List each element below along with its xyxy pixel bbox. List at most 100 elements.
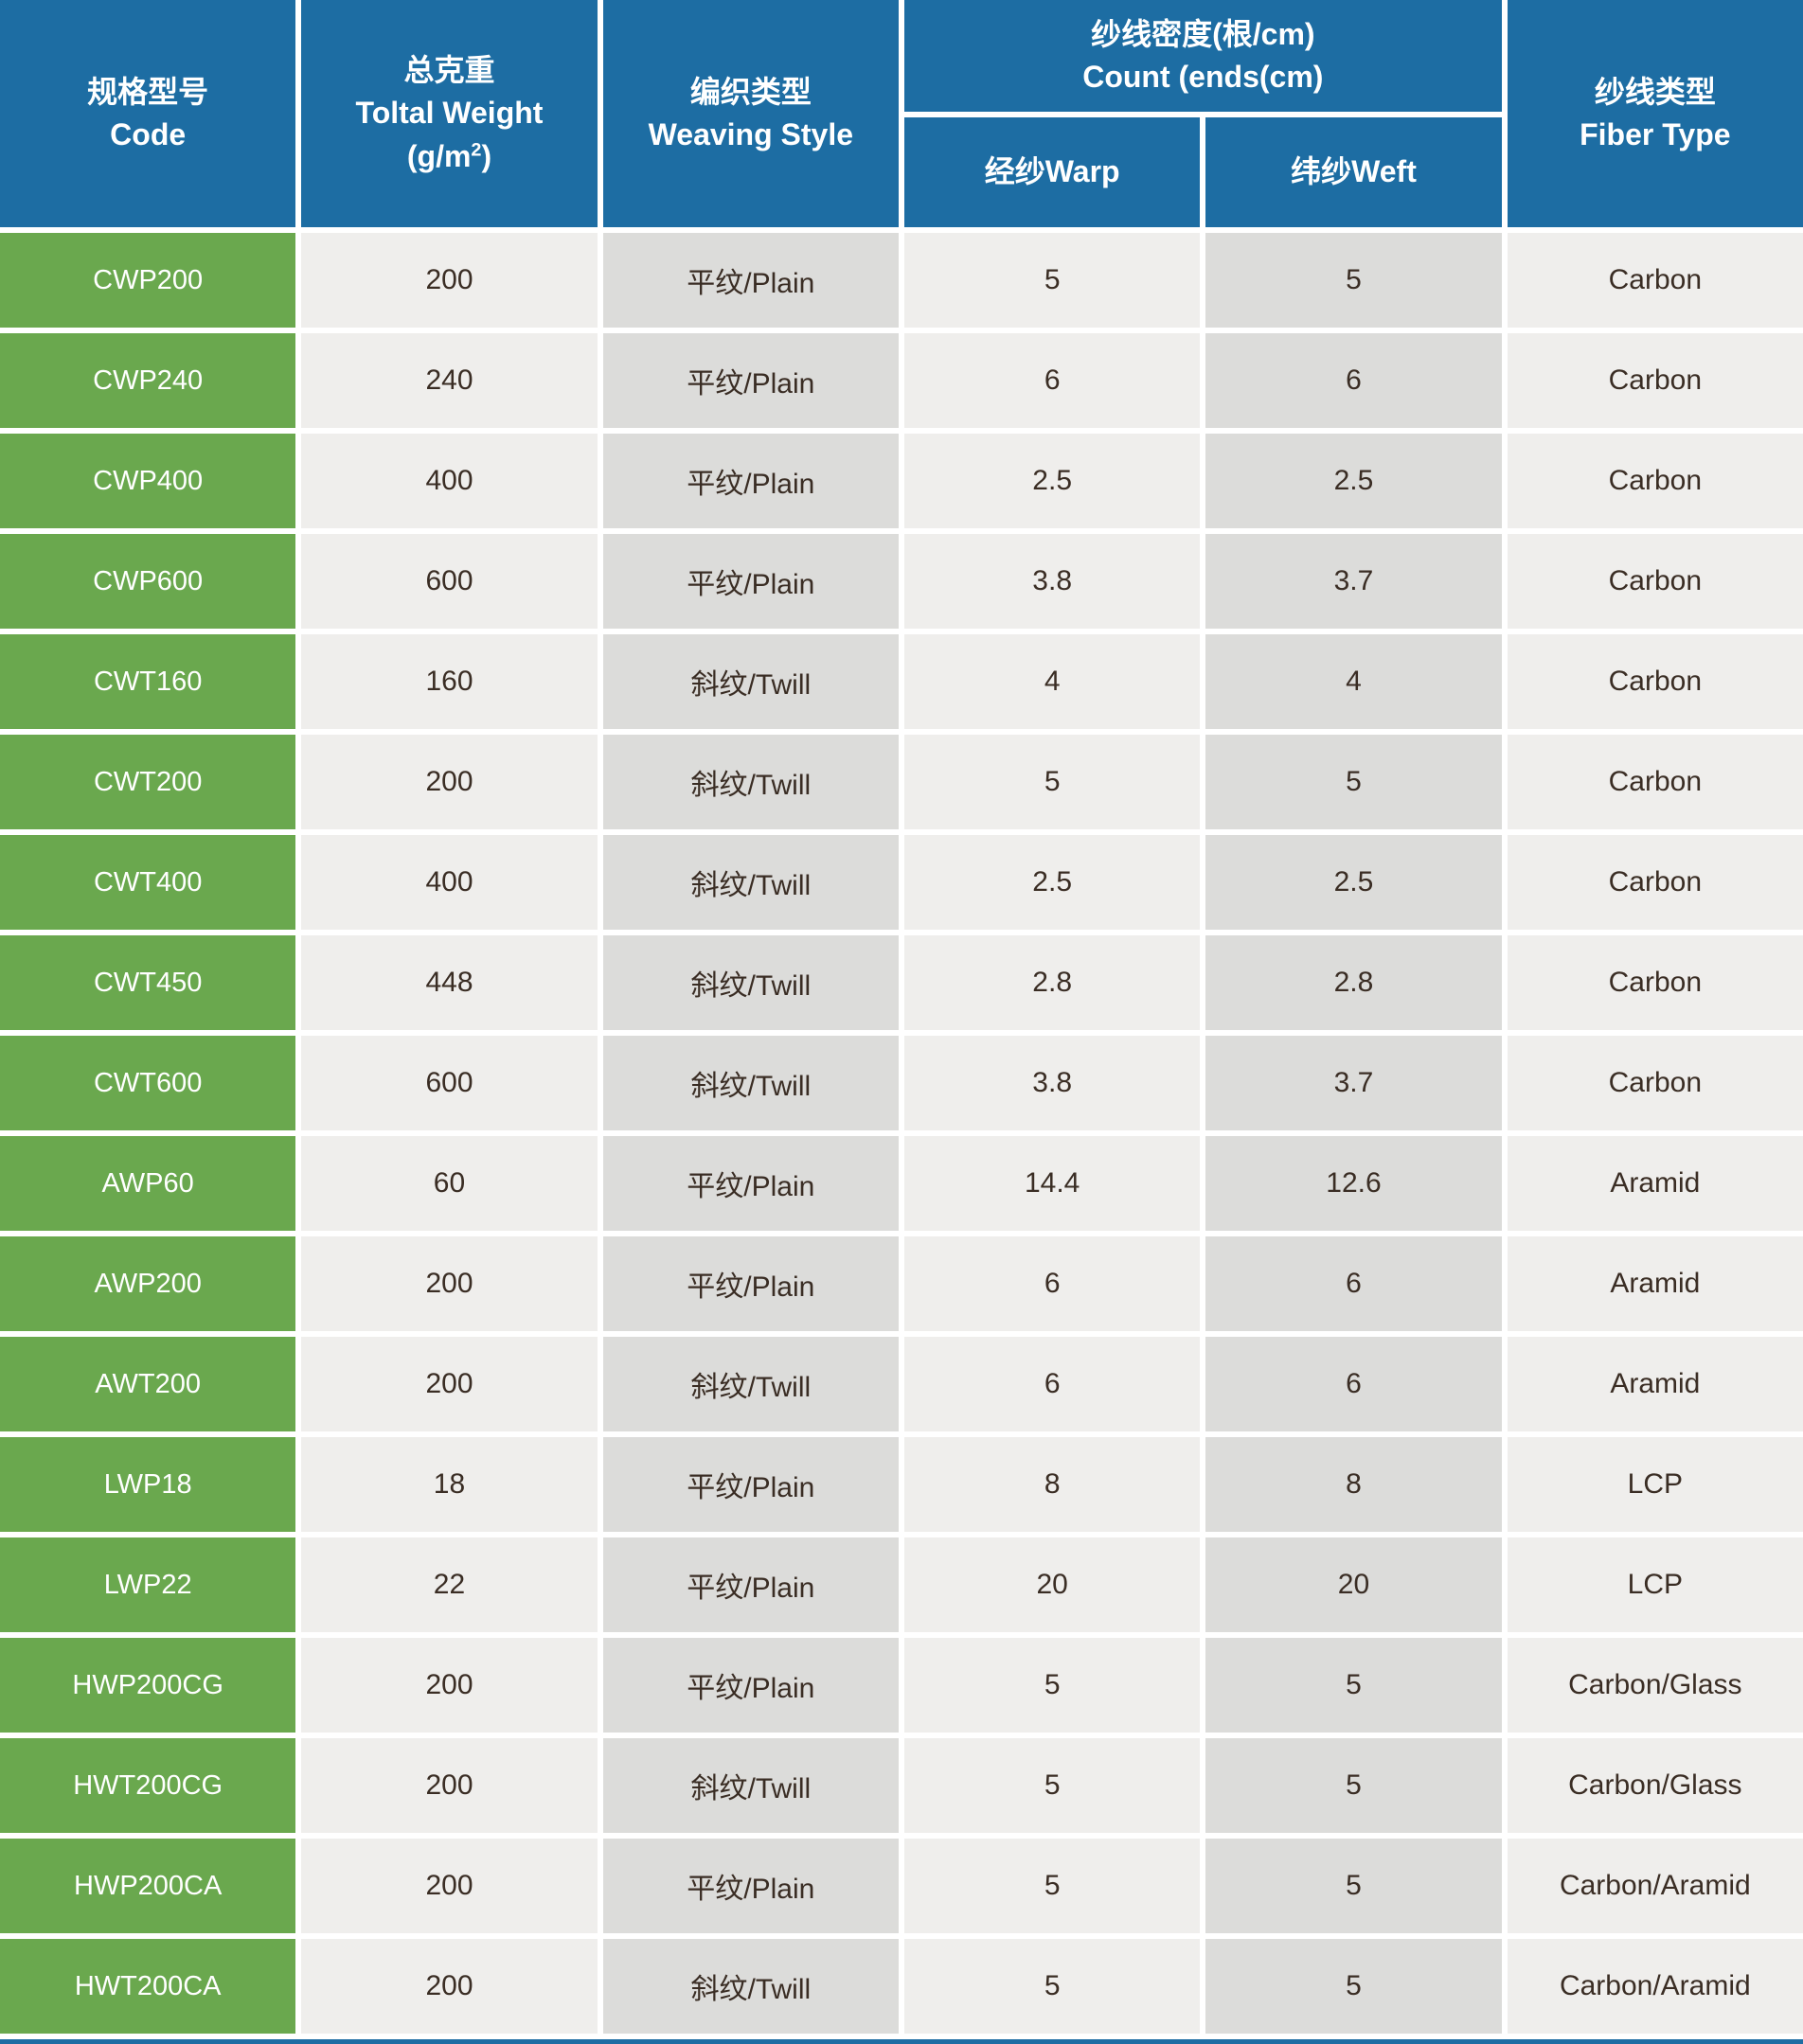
weft-count-cell: 5: [1205, 1939, 1502, 2034]
weight-cell: 200: [301, 1638, 598, 1733]
fiber-type-cell: Carbon: [1507, 735, 1803, 829]
header-weft-label: 纬纱Weft: [1291, 154, 1417, 189]
warp-count-cell: 5: [904, 1638, 1201, 1733]
code-cell: AWP200: [0, 1236, 296, 1331]
weight-cell: 200: [301, 1738, 598, 1833]
code-cell: HWP200CG: [0, 1638, 296, 1733]
warp-count-cell: 4: [904, 634, 1201, 729]
header-warp-label: 经纱Warp: [984, 154, 1120, 189]
code-cell: AWP60: [0, 1136, 296, 1231]
fiber-type-cell: Carbon/Glass: [1507, 1638, 1803, 1733]
code-cell: CWT450: [0, 935, 296, 1030]
unit-superscript: 2: [471, 139, 482, 161]
code-cell: HWP200CA: [0, 1839, 296, 1933]
warp-count-cell: 2.5: [904, 434, 1201, 528]
fiber-type-cell: Aramid: [1507, 1337, 1803, 1431]
code-cell: LWP18: [0, 1437, 296, 1532]
header-count-zh: 纱线密度(根/cm): [1091, 16, 1315, 51]
code-cell: HWT200CG: [0, 1738, 296, 1833]
weft-count-cell: 2.8: [1205, 935, 1502, 1030]
code-cell: CWP200: [0, 233, 296, 328]
weave-style-cell: 平纹/Plain: [602, 1839, 899, 1933]
weft-count-cell: 5: [1205, 1738, 1502, 1833]
warp-count-cell: 5: [904, 735, 1201, 829]
header-fiber-en: Fiber Type: [1580, 117, 1731, 151]
bottom-accent-bar: [0, 2039, 1803, 2044]
code-cell: CWT600: [0, 1036, 296, 1130]
warp-count-cell: 8: [904, 1437, 1201, 1532]
fiber-type-cell: Carbon/Aramid: [1507, 1939, 1803, 2034]
weave-style-cell: 斜纹/Twill: [602, 634, 899, 729]
weft-count-cell: 20: [1205, 1537, 1502, 1632]
warp-count-cell: 6: [904, 1337, 1201, 1431]
weave-style-cell: 斜纹/Twill: [602, 1939, 899, 2034]
warp-count-cell: 6: [904, 333, 1201, 428]
weight-cell: 200: [301, 233, 598, 328]
weft-count-cell: 8: [1205, 1437, 1502, 1532]
fiber-type-cell: Carbon: [1507, 634, 1803, 729]
unit-prefix: (g/m: [406, 138, 472, 173]
weft-count-cell: 2.5: [1205, 835, 1502, 930]
unit-suffix: ): [481, 138, 492, 173]
header-code: 规格型号 Code: [0, 0, 296, 227]
fiber-type-cell: LCP: [1507, 1437, 1803, 1532]
weft-count-cell: 6: [1205, 333, 1502, 428]
weight-cell: 60: [301, 1136, 598, 1231]
weight-cell: 600: [301, 534, 598, 629]
weave-style-cell: 平纹/Plain: [602, 1136, 899, 1231]
weight-cell: 600: [301, 1036, 598, 1130]
weight-cell: 18: [301, 1437, 598, 1532]
header-weft: 纬纱Weft: [1205, 117, 1502, 227]
weave-style-cell: 平纹/Plain: [602, 1537, 899, 1632]
warp-count-cell: 2.8: [904, 935, 1201, 1030]
fiber-type-cell: Aramid: [1507, 1136, 1803, 1231]
weft-count-cell: 2.5: [1205, 434, 1502, 528]
warp-count-cell: 2.5: [904, 835, 1201, 930]
fiber-type-cell: Carbon: [1507, 333, 1803, 428]
weave-style-cell: 平纹/Plain: [602, 1638, 899, 1733]
header-fiber-zh: 纱线类型: [1594, 74, 1716, 109]
code-cell: CWP600: [0, 534, 296, 629]
weave-style-cell: 平纹/Plain: [602, 333, 899, 428]
weft-count-cell: 5: [1205, 1839, 1502, 1933]
weight-cell: 200: [301, 1939, 598, 2034]
header-weight-en: Toltal Weight: [355, 96, 544, 131]
header-count-en: Count (ends(cm): [1082, 60, 1324, 94]
weft-count-cell: 12.6: [1205, 1136, 1502, 1231]
weight-cell: 448: [301, 935, 598, 1030]
header-code-zh: 规格型号: [87, 74, 209, 109]
header-total-weight: 总克重 Toltal Weight (g/m2): [301, 0, 598, 227]
warp-count-cell: 3.8: [904, 534, 1201, 629]
code-cell: AWT200: [0, 1337, 296, 1431]
weave-style-cell: 斜纹/Twill: [602, 835, 899, 930]
weft-count-cell: 5: [1205, 233, 1502, 328]
weft-count-cell: 6: [1205, 1337, 1502, 1431]
header-warp: 经纱Warp: [904, 117, 1201, 227]
fiber-type-cell: Carbon: [1507, 935, 1803, 1030]
weave-style-cell: 平纹/Plain: [602, 1437, 899, 1532]
weight-cell: 200: [301, 1236, 598, 1331]
weft-count-cell: 5: [1205, 735, 1502, 829]
warp-count-cell: 20: [904, 1537, 1201, 1632]
weight-cell: 22: [301, 1537, 598, 1632]
weft-count-cell: 3.7: [1205, 534, 1502, 629]
weft-count-cell: 3.7: [1205, 1036, 1502, 1130]
weft-count-cell: 4: [1205, 634, 1502, 729]
weight-cell: 160: [301, 634, 598, 729]
weave-style-cell: 平纹/Plain: [602, 534, 899, 629]
weight-cell: 200: [301, 1337, 598, 1431]
code-cell: CWP240: [0, 333, 296, 428]
fiber-type-cell: Aramid: [1507, 1236, 1803, 1331]
code-cell: CWT160: [0, 634, 296, 729]
weave-style-cell: 斜纹/Twill: [602, 735, 899, 829]
warp-count-cell: 14.4: [904, 1136, 1201, 1231]
header-fiber-type: 纱线类型 Fiber Type: [1507, 0, 1803, 227]
fiber-type-cell: Carbon: [1507, 233, 1803, 328]
header-code-en: Code: [110, 117, 187, 151]
weave-style-cell: 斜纹/Twill: [602, 935, 899, 1030]
weave-style-cell: 斜纹/Twill: [602, 1036, 899, 1130]
code-cell: CWT400: [0, 835, 296, 930]
fiber-type-cell: Carbon: [1507, 534, 1803, 629]
fiber-type-cell: Carbon/Glass: [1507, 1738, 1803, 1833]
